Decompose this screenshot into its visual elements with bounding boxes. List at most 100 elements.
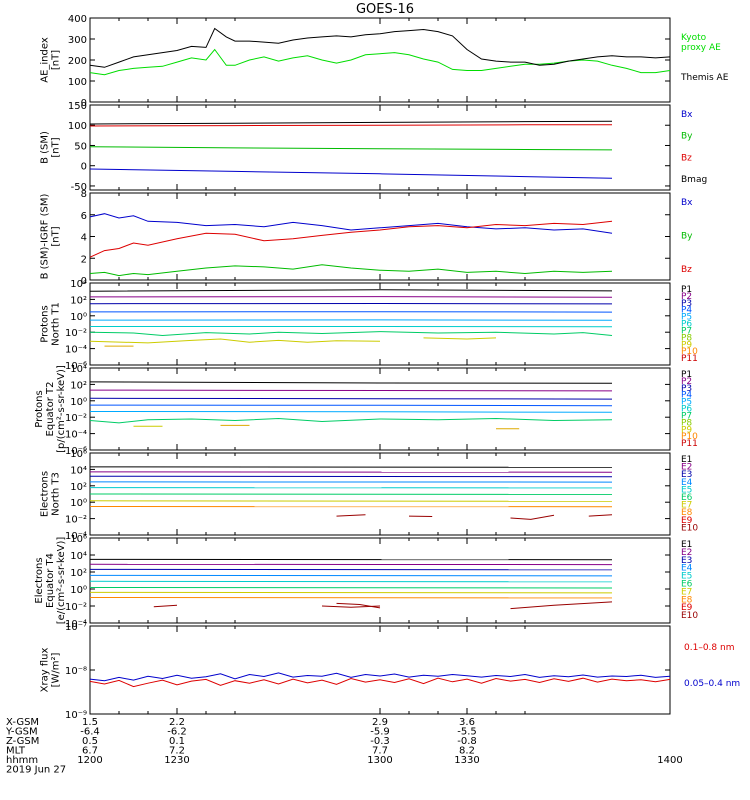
y-tick-label: 10⁶ bbox=[70, 534, 87, 545]
y-tick-label: 100 bbox=[68, 77, 87, 88]
y-axis-label: B (SM)[nT] bbox=[40, 131, 62, 164]
legend-item: P11 bbox=[681, 354, 698, 364]
series-p7 bbox=[89, 331, 613, 337]
legend-line: By bbox=[681, 232, 693, 242]
legend-item: P2 bbox=[681, 377, 692, 387]
y-tick-label: 10⁻⁶ bbox=[65, 446, 87, 457]
legend-item: E7 bbox=[681, 501, 692, 511]
series-themis-ae bbox=[89, 27, 671, 68]
y-axis-label: ElectronsNorth T3 bbox=[40, 471, 62, 517]
y-tick-label: 10⁻⁴ bbox=[65, 345, 87, 356]
series-e9 bbox=[336, 514, 366, 517]
y-tick-label: 10⁴ bbox=[70, 465, 87, 476]
legend-item: E4 bbox=[681, 478, 693, 488]
legend-item: P5 bbox=[681, 398, 692, 408]
ephem-value: -6.4 bbox=[80, 727, 100, 738]
series-bz bbox=[89, 220, 613, 258]
legend-item: E9 bbox=[681, 516, 693, 526]
y-tick-label: 10⁴ bbox=[70, 551, 87, 562]
y-tick-label: 10⁻⁴ bbox=[65, 531, 87, 542]
y-tick-label: 10² bbox=[70, 380, 87, 391]
series-0-05-0-4-nm bbox=[89, 672, 671, 682]
legend-item: E2 bbox=[681, 548, 692, 558]
y-tick-label: 0 bbox=[81, 98, 87, 109]
series-by bbox=[89, 264, 613, 277]
ephem-value: 6.7 bbox=[82, 746, 98, 757]
y-tick-label: 10⁻² bbox=[65, 602, 87, 613]
legend-item: P1 bbox=[681, 285, 692, 295]
legend-item: Themis AE bbox=[680, 73, 729, 83]
panel-0: 400 300 200 100 0 AE_index[nT] Kyoto proxy AE Th… bbox=[40, 14, 729, 109]
ephem-value: 1200 bbox=[77, 755, 102, 766]
y-tick-label: 10⁻⁴ bbox=[65, 430, 87, 441]
y-tick-label: 10⁰ bbox=[70, 585, 87, 596]
legend-item: Bx bbox=[681, 110, 693, 120]
legend-item: E5 bbox=[681, 572, 692, 582]
y-axis-label-line: North T3 bbox=[51, 472, 62, 516]
series-bx bbox=[89, 168, 613, 179]
series-e9d bbox=[510, 601, 613, 610]
panel-3: 10⁴ 10² 10⁰ 10⁻² 10⁻⁴ 10⁻⁶ ProtonsNorth T1 P1P2… bbox=[40, 279, 699, 372]
y-tick-label: 10⁰ bbox=[70, 498, 87, 509]
y-tick-label: 300 bbox=[68, 35, 87, 46]
ephem-row-label: hhmm bbox=[6, 755, 38, 766]
ephem-value: 1.5 bbox=[82, 717, 98, 728]
series-e3 bbox=[89, 475, 613, 478]
legend-item: E1 bbox=[681, 540, 692, 550]
legend-item: P2 bbox=[681, 292, 692, 302]
y-tick-label: 10⁻² bbox=[65, 328, 87, 339]
y-tick-label: 10² bbox=[70, 295, 87, 306]
legend-item: E10 bbox=[681, 523, 698, 533]
ephem-row-label: X-GSM bbox=[6, 717, 39, 728]
ephem-value: 1300 bbox=[367, 755, 392, 766]
legend-item: P9 bbox=[681, 425, 692, 435]
legend-line: By bbox=[681, 132, 693, 142]
legend-item: P10 bbox=[681, 432, 698, 442]
y-tick-label: 2 bbox=[81, 254, 87, 265]
legend-item: Bz bbox=[681, 153, 692, 163]
legend-line: Bx bbox=[681, 198, 693, 208]
legend-line: Bz bbox=[681, 153, 692, 163]
ephem-value: -0.3 bbox=[370, 736, 390, 747]
y-tick-label: 10⁰ bbox=[70, 397, 87, 408]
ephem-value: 2.9 bbox=[372, 717, 388, 728]
legend-item: P5 bbox=[681, 313, 692, 323]
legend-item: P11 bbox=[681, 439, 698, 449]
y-axis-label-line: Electrons bbox=[34, 557, 45, 603]
legend-item: E4 bbox=[681, 564, 693, 574]
y-axis-label-line: B (SM) bbox=[40, 131, 51, 164]
ephem-value: -0.8 bbox=[457, 736, 477, 747]
panel-frame bbox=[89, 537, 671, 624]
y-axis-label-line: B (SM)-IGRF (SM) bbox=[40, 194, 51, 280]
series-p8 bbox=[89, 338, 381, 344]
y-axis-label-line: [nT] bbox=[51, 137, 62, 157]
y-axis-label-line: [p/(cm²-s-sr-keV)] bbox=[56, 365, 67, 453]
y-tick-label: 200 bbox=[68, 56, 87, 67]
legend-item: E7 bbox=[681, 587, 692, 597]
panel-frame bbox=[89, 192, 671, 281]
legend-item: P9 bbox=[681, 340, 692, 350]
legend-item: 0.05–0.4 nm bbox=[684, 679, 740, 689]
series-p1 bbox=[89, 381, 613, 384]
legend-item: E8 bbox=[681, 595, 693, 605]
series-kyoto-proxy-ae bbox=[89, 48, 671, 76]
ephem-value: 1400 bbox=[657, 755, 682, 766]
y-tick-label: 50 bbox=[74, 141, 87, 152]
plot-title: GOES-16 bbox=[356, 2, 414, 17]
y-axis-label-line: [e/(cm²-s-sr-keV)] bbox=[56, 537, 67, 625]
y-tick-label: 0 bbox=[81, 162, 87, 173]
y-tick-label: 10⁴ bbox=[70, 279, 87, 290]
ephem-value: 8.2 bbox=[459, 746, 475, 757]
panel-frame bbox=[89, 367, 671, 451]
legend-item: P10 bbox=[681, 347, 698, 357]
series-e5 bbox=[89, 580, 613, 583]
series-bmag bbox=[89, 120, 613, 125]
legend-item: P3 bbox=[681, 299, 692, 309]
ephem-value: 2.2 bbox=[169, 717, 185, 728]
y-axis-label-line: North T1 bbox=[51, 302, 62, 346]
panel-7: 10⁻⁷ 10⁻⁸ 10⁻⁹ Xray flux[W/m²] 0.1–0.8 nm 0.0… bbox=[40, 622, 741, 721]
y-tick-label: 10⁴ bbox=[70, 364, 87, 375]
series-p9 bbox=[423, 337, 497, 340]
y-tick-label: 10⁻⁴ bbox=[65, 619, 87, 630]
